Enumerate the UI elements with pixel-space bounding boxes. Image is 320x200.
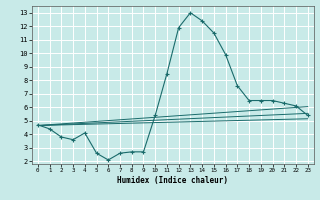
- X-axis label: Humidex (Indice chaleur): Humidex (Indice chaleur): [117, 176, 228, 185]
